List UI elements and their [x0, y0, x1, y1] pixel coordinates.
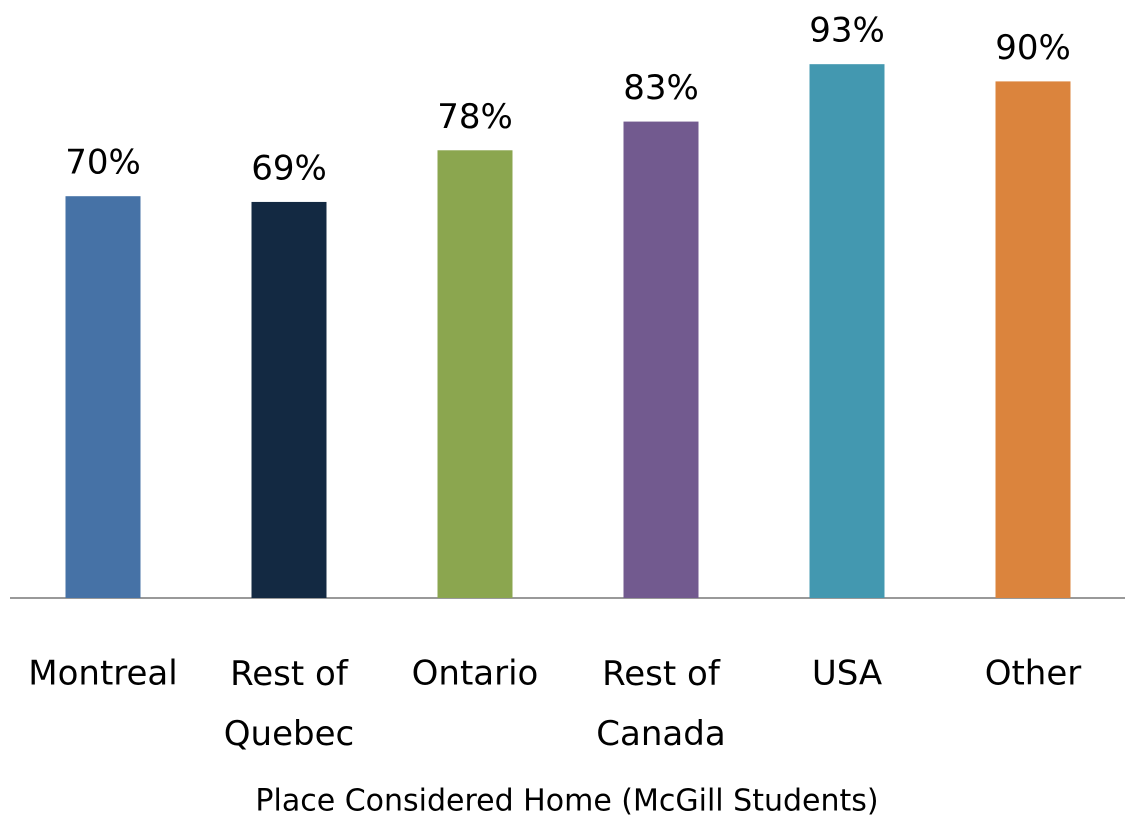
bar: [809, 64, 885, 599]
value-label: 78%: [437, 97, 513, 137]
x-tick-label: Rest of Canada: [596, 654, 725, 754]
x-tick-label: Rest of Quebec: [224, 654, 354, 754]
value-label: 93%: [809, 11, 885, 51]
x-tick-label: Other: [985, 654, 1082, 694]
value-label: 70%: [65, 143, 141, 183]
value-label: 69%: [251, 148, 327, 188]
bar: [65, 196, 141, 598]
value-label: 83%: [623, 68, 699, 108]
x-axis-label: Place Considered Home (McGill Students): [255, 784, 878, 819]
x-tick-label: Montreal: [28, 654, 177, 694]
x-tick-label: USA: [812, 654, 882, 694]
bar: [995, 81, 1071, 598]
x-tick-label: Ontario: [412, 654, 539, 694]
bar: [623, 121, 699, 598]
bar: [437, 150, 513, 598]
bar: [251, 201, 327, 598]
value-label: 90%: [995, 28, 1071, 68]
